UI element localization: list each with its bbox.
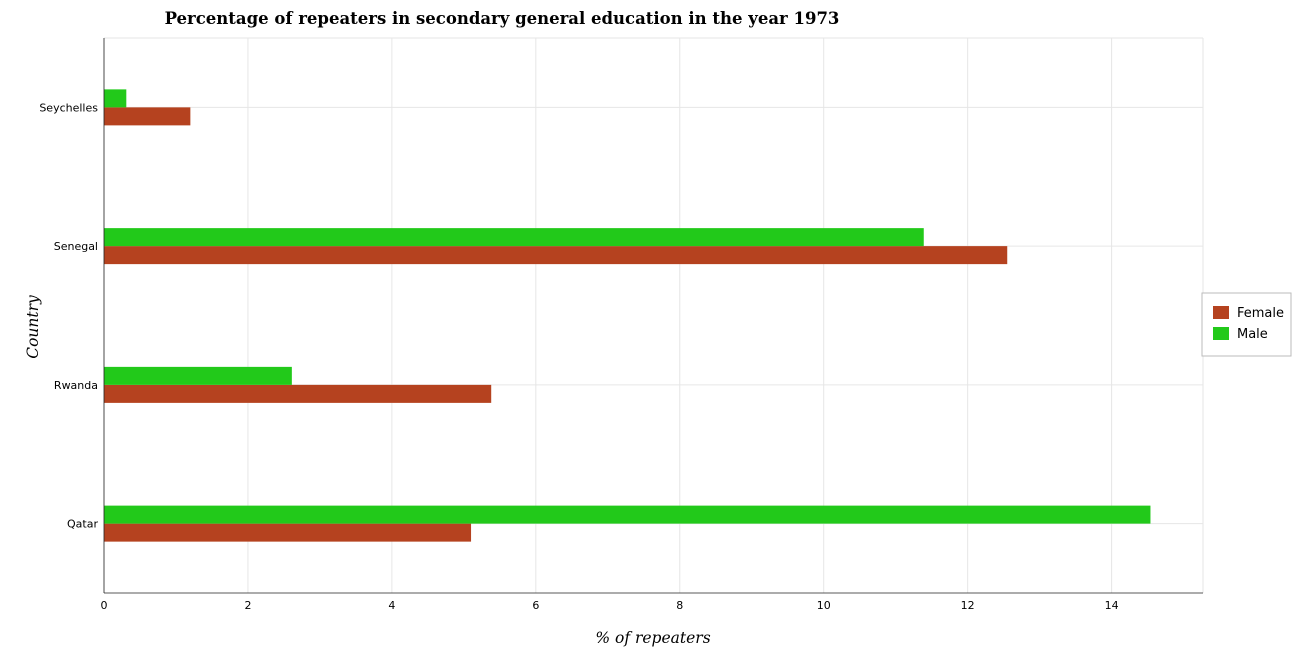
bar-female-senegal xyxy=(104,246,1008,265)
bar-male-senegal xyxy=(104,228,924,247)
x-tick-label: 6 xyxy=(532,599,539,612)
chart-title: Percentage of repeaters in secondary gen… xyxy=(165,9,840,28)
legend-label-male: Male xyxy=(1237,327,1268,342)
x-tick-label: 12 xyxy=(961,599,975,612)
x-tick-label: 0 xyxy=(101,599,108,612)
x-tick-label: 4 xyxy=(388,599,395,612)
ticks: 0 2 4 6 8 10 12 14 Qatar Rwanda Senegal Seychelles xyxy=(39,38,1203,612)
x-tick-label: 2 xyxy=(244,599,251,612)
y-tick-label: Rwanda xyxy=(54,379,98,392)
x-tick-label: 14 xyxy=(1105,599,1119,612)
y-tick-label: Seychelles xyxy=(39,101,98,114)
bars xyxy=(104,89,1151,542)
y-tick-label: Qatar xyxy=(67,518,98,531)
bar-male-qatar xyxy=(104,505,1151,524)
bar-male-seychelles xyxy=(104,89,127,108)
legend-swatch-male xyxy=(1213,327,1229,340)
y-tick-label: Senegal xyxy=(54,240,98,253)
x-tick-label: 10 xyxy=(817,599,831,612)
bar-female-qatar xyxy=(104,523,472,542)
bar-male-rwanda xyxy=(104,366,292,385)
legend-box xyxy=(1201,292,1292,357)
bar-female-seychelles xyxy=(104,107,191,126)
y-axis-label: Country xyxy=(24,295,42,359)
x-axis-label: % of repeaters xyxy=(595,629,710,647)
legend-label-female: Female xyxy=(1237,306,1284,321)
x-tick-label: 8 xyxy=(676,599,683,612)
bar-female-rwanda xyxy=(104,384,492,403)
legend-swatch-female xyxy=(1213,306,1229,319)
legend: Female Male xyxy=(1201,292,1292,357)
